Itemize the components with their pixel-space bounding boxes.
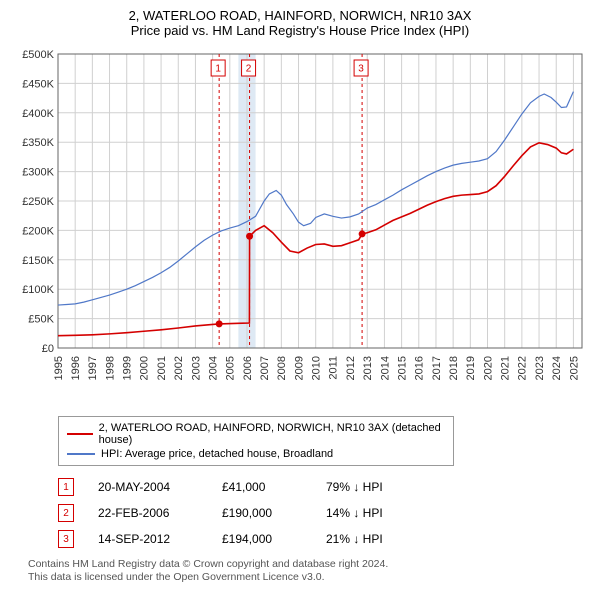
chart-svg: £0 £50K £100K £150K £200K £250K £300K £350K £400… [10,46,590,406]
event-badge-text: 2 [246,64,252,75]
x-tick-label: 2006 [242,356,254,380]
x-tick-label: 1995 [53,356,65,380]
y-tick-label: £100K [22,284,54,296]
x-tick-label: 2009 [293,356,305,380]
y-tick-label: £400K [22,108,54,120]
x-tick-label: 2008 [276,356,288,380]
x-tick-label: 2025 [568,356,580,380]
x-tick-label: 2013 [362,356,374,380]
marker-delta-1: 79% ↓ HPI [326,480,426,494]
legend-label-hpi: HPI: Average price, detached house, Broa… [101,448,333,460]
marker-price-2: £190,000 [222,506,302,520]
x-tick-label: 1998 [104,356,116,380]
x-tick-label: 2011 [328,356,340,380]
x-tick-label: 2017 [431,356,443,380]
marker-badge-2: 2 [58,504,74,522]
y-tick-label: £50K [28,314,54,326]
footer-attribution: Contains HM Land Registry data © Crown c… [28,558,582,583]
x-tick-label: 2004 [207,356,219,380]
marker-badge-1: 1 [58,478,74,496]
chart-title-sub: Price paid vs. HM Land Registry's House … [10,23,590,38]
x-tick-label: 2024 [551,356,563,380]
x-tick-label: 2016 [414,356,426,380]
marker-price-3: £194,000 [222,532,302,546]
y-tick-label: £350K [22,137,54,149]
marker-delta-3: 21% ↓ HPI [326,532,426,546]
x-tick-label: 2010 [311,356,323,380]
x-tick-label: 2005 [225,356,237,380]
marker-date-3: 14-SEP-2012 [98,532,198,546]
x-tick-label: 2012 [345,356,357,380]
marker-table: 1 20-MAY-2004 £41,000 79% ↓ HPI 2 22-FEB… [58,474,582,552]
x-tick-label: 2019 [465,356,477,380]
y-tick-label: £200K [22,225,54,237]
y-tick-label: £0 [42,343,54,355]
y-tick-label: £450K [22,78,54,90]
legend-item-property: 2, WATERLOO ROAD, HAINFORD, NORWICH, NR1… [67,421,445,447]
legend-label-property: 2, WATERLOO ROAD, HAINFORD, NORWICH, NR1… [99,422,445,446]
x-tick-label: 2002 [173,356,185,380]
legend-item-hpi: HPI: Average price, detached house, Broa… [67,447,445,461]
x-tick-label: 2000 [139,356,151,380]
marker-date-1: 20-MAY-2004 [98,480,198,494]
marker-price-1: £41,000 [222,480,302,494]
y-tick-label: £250K [22,196,54,208]
marker-delta-2: 14% ↓ HPI [326,506,426,520]
legend-swatch-property [67,433,93,435]
x-tick-label: 1997 [87,356,99,380]
x-tick-label: 2015 [396,356,408,380]
x-tick-label: 2021 [500,356,512,380]
legend: 2, WATERLOO ROAD, HAINFORD, NORWICH, NR1… [58,416,454,466]
marker-date-2: 22-FEB-2006 [98,506,198,520]
x-tick-label: 2023 [534,356,546,380]
event-badge-text: 1 [215,64,221,75]
y-tick-label: £300K [22,167,54,179]
footer-line1: Contains HM Land Registry data © Crown c… [28,558,388,570]
x-tick-label: 2001 [156,356,168,380]
x-tick-label: 2014 [379,356,391,380]
x-tick-label: 1996 [70,356,82,380]
marker-badge-3: 3 [58,530,74,548]
x-tick-label: 2018 [448,356,460,380]
marker-row-1: 1 20-MAY-2004 £41,000 79% ↓ HPI [58,474,582,500]
price-chart: £0 £50K £100K £150K £200K £250K £300K £350K £400… [10,46,590,406]
y-tick-label: £500K [22,49,54,61]
x-tick-label: 2020 [482,356,494,380]
chart-title-main: 2, WATERLOO ROAD, HAINFORD, NORWICH, NR1… [10,8,590,23]
marker-row-3: 3 14-SEP-2012 £194,000 21% ↓ HPI [58,526,582,552]
legend-swatch-hpi [67,453,95,455]
x-tick-label: 2022 [517,356,529,380]
x-tick-label: 2003 [190,356,202,380]
footer-line2: This data is licensed under the Open Gov… [28,571,325,583]
marker-row-2: 2 22-FEB-2006 £190,000 14% ↓ HPI [58,500,582,526]
chart-title-block: 2, WATERLOO ROAD, HAINFORD, NORWICH, NR1… [10,8,590,38]
y-tick-label: £150K [22,255,54,267]
x-tick-label: 1999 [122,356,134,380]
x-tick-label: 2007 [259,356,271,380]
event-badge-text: 3 [358,64,364,75]
